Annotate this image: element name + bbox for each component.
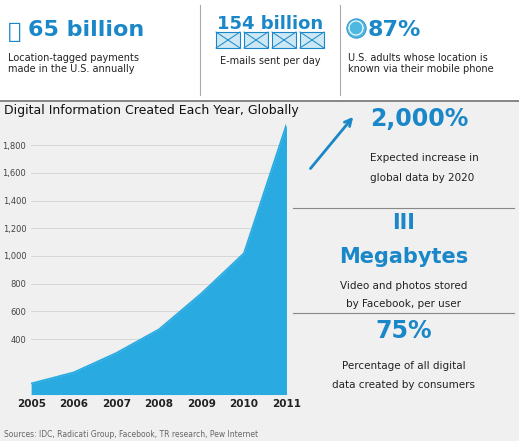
FancyBboxPatch shape xyxy=(300,32,324,48)
Text: E-mails sent per day: E-mails sent per day xyxy=(220,56,320,66)
Text: Digital Information Created Each Year, Globally: Digital Information Created Each Year, G… xyxy=(4,104,298,117)
Text: Location-tagged payments: Location-tagged payments xyxy=(8,53,139,63)
Text: Video and photos stored: Video and photos stored xyxy=(340,280,467,291)
Text: data created by consumers: data created by consumers xyxy=(332,380,475,390)
Text: Percentage of all digital: Percentage of all digital xyxy=(342,361,466,371)
Text: Megabytes: Megabytes xyxy=(339,247,468,267)
Text: Expected increase in: Expected increase in xyxy=(371,153,479,163)
Text: known via their mobile phone: known via their mobile phone xyxy=(348,64,494,74)
Text: Sources: IDC, Radicati Group, Facebook, TR research, Pew Internet: Sources: IDC, Radicati Group, Facebook, … xyxy=(4,430,258,439)
Text: 87%: 87% xyxy=(368,20,421,40)
Text: made in the U.S. annually: made in the U.S. annually xyxy=(8,64,134,74)
Text: 2,000%: 2,000% xyxy=(371,107,469,131)
Text: III: III xyxy=(392,213,415,233)
Text: 65 billion: 65 billion xyxy=(28,20,144,40)
FancyBboxPatch shape xyxy=(244,32,268,48)
Text: by Facebook, per user: by Facebook, per user xyxy=(346,299,461,309)
Text: global data by 2020: global data by 2020 xyxy=(371,173,475,183)
Text: 154 billion: 154 billion xyxy=(217,15,323,33)
Text: U.S. adults whose location is: U.S. adults whose location is xyxy=(348,53,488,63)
Text: ⌕: ⌕ xyxy=(8,22,21,42)
Text: 2,000 BILLION GIGABYTES: 2,000 BILLION GIGABYTES xyxy=(0,92,97,101)
FancyBboxPatch shape xyxy=(216,32,240,48)
Text: 75%: 75% xyxy=(375,318,432,343)
FancyBboxPatch shape xyxy=(272,32,296,48)
